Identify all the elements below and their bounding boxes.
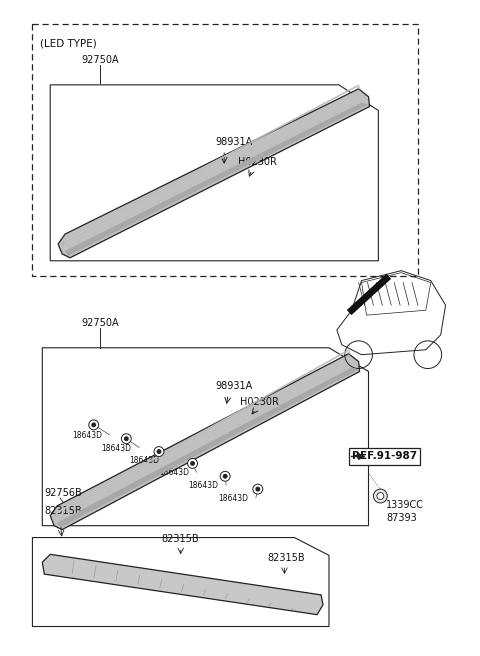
Text: 92750A: 92750A	[82, 318, 120, 328]
Circle shape	[188, 459, 197, 468]
Text: 18643D: 18643D	[129, 457, 159, 466]
Polygon shape	[62, 85, 360, 245]
Polygon shape	[58, 89, 370, 258]
Circle shape	[154, 447, 164, 457]
Text: 92756B: 92756B	[44, 488, 82, 498]
Text: 82315B: 82315B	[161, 533, 199, 544]
Polygon shape	[54, 350, 351, 517]
Text: 82315B: 82315B	[268, 554, 305, 564]
Circle shape	[191, 462, 194, 465]
Circle shape	[373, 489, 387, 503]
Circle shape	[89, 420, 99, 430]
Text: 18643D: 18643D	[159, 468, 189, 478]
Polygon shape	[65, 102, 369, 256]
Text: 18643D: 18643D	[218, 494, 248, 503]
Circle shape	[377, 493, 384, 499]
Polygon shape	[57, 367, 359, 527]
Text: 82315B: 82315B	[44, 506, 82, 516]
Text: 87393: 87393	[386, 513, 417, 523]
Circle shape	[92, 423, 96, 426]
Text: REF.91-987: REF.91-987	[352, 451, 417, 461]
Polygon shape	[50, 354, 360, 529]
Text: H0230R: H0230R	[240, 397, 279, 407]
Circle shape	[125, 437, 128, 440]
Bar	[33, 24, 418, 276]
Text: 1339CC: 1339CC	[386, 500, 424, 510]
Text: 98931A: 98931A	[216, 381, 252, 392]
Circle shape	[253, 484, 263, 494]
Text: 18643D: 18643D	[72, 431, 102, 440]
Circle shape	[157, 450, 161, 453]
Circle shape	[121, 434, 131, 443]
Text: 98931A: 98931A	[216, 137, 252, 147]
Text: 18643D: 18643D	[189, 482, 218, 490]
Text: H0230R: H0230R	[238, 157, 277, 167]
Circle shape	[220, 471, 230, 482]
Circle shape	[256, 487, 260, 491]
Text: (LED TYPE): (LED TYPE)	[40, 39, 97, 49]
Circle shape	[224, 474, 227, 478]
Text: 18643D: 18643D	[102, 443, 132, 453]
Polygon shape	[42, 554, 323, 615]
Text: 92750A: 92750A	[82, 55, 120, 65]
